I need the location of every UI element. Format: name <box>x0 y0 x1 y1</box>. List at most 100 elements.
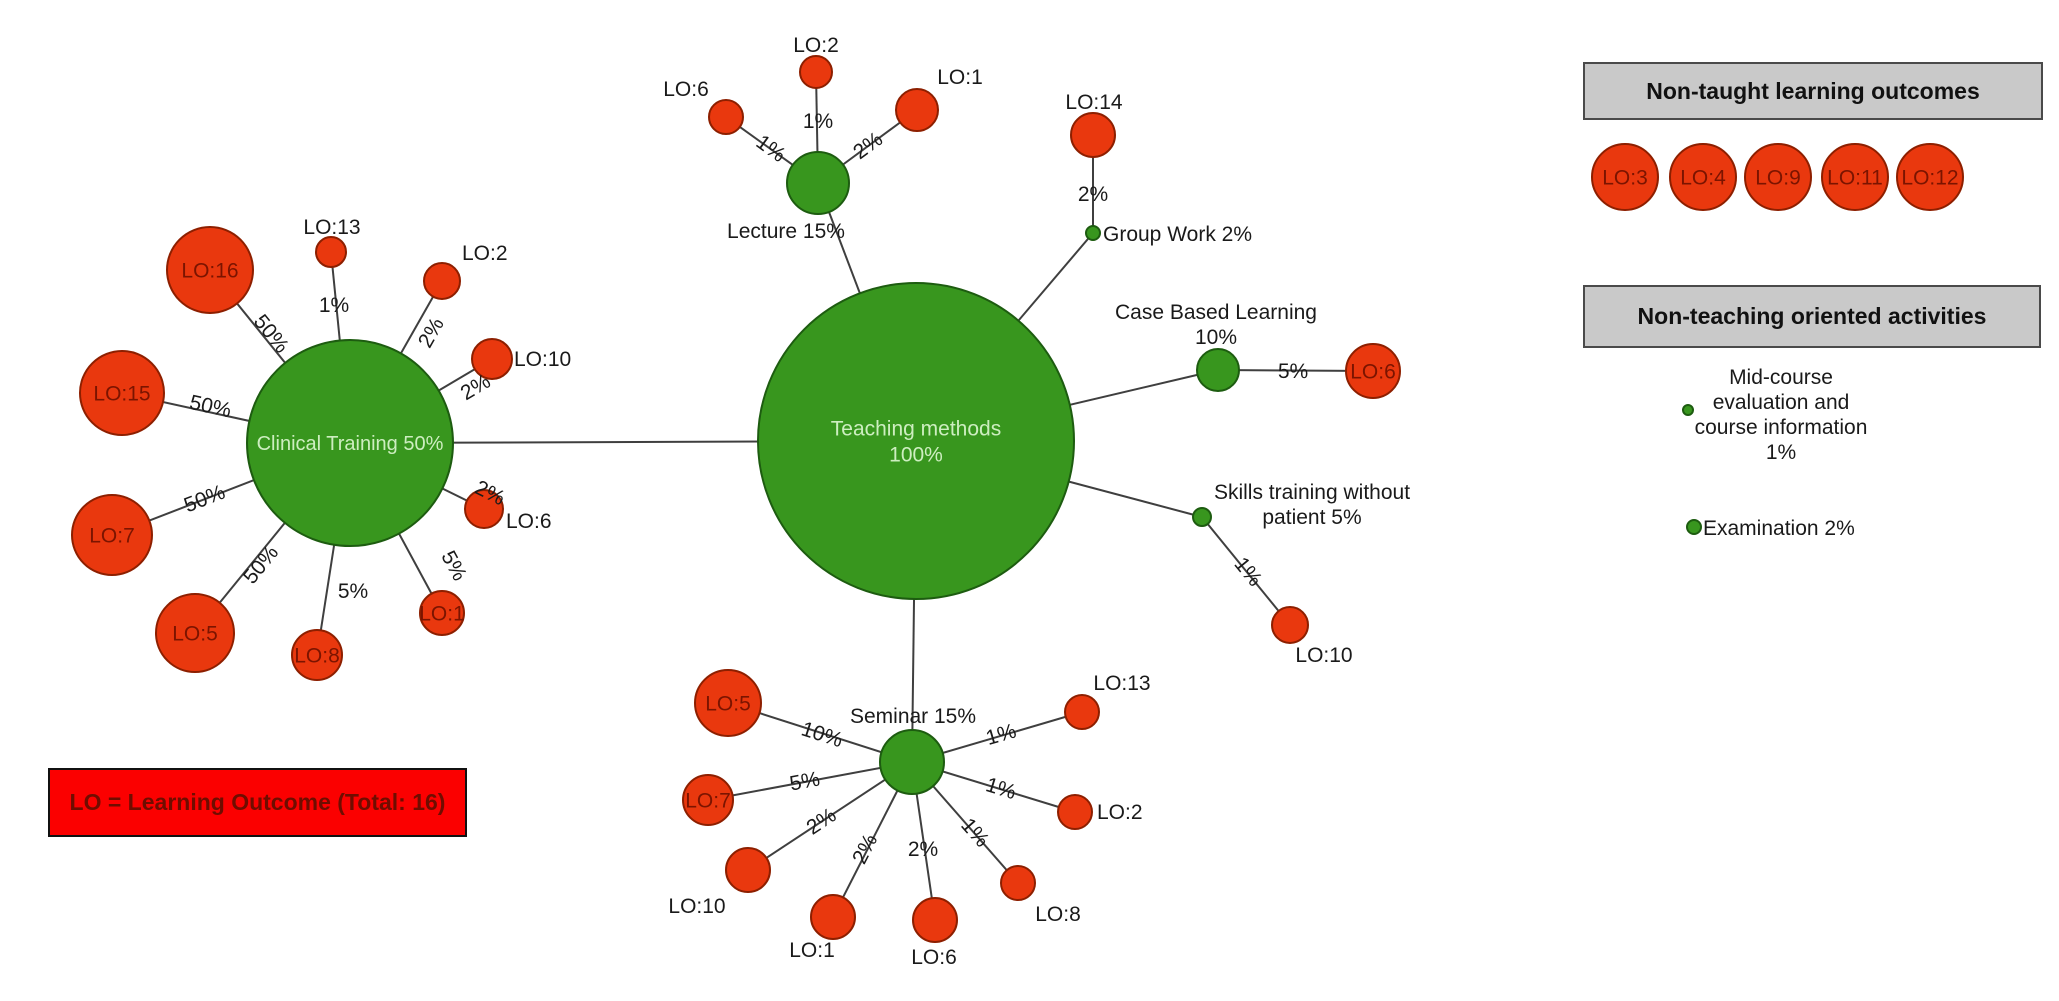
label-ct-lo7: LO:7 <box>89 524 135 547</box>
edge-label-lecture--lec-lo2: 1% <box>803 110 833 133</box>
label-gw-lo14: LO:14 <box>1065 91 1123 114</box>
label-sem-lo7: LO:7 <box>685 789 731 812</box>
label-ct-lo16: LO:16 <box>181 259 238 282</box>
node-ct-lo16 <box>166 226 254 314</box>
edge-label-seminar--sem-lo1: 2% <box>848 830 882 867</box>
edge-label-case-based-learning--cb-lo6: 5% <box>1278 360 1309 383</box>
label-lec-lo2: LO:2 <box>793 34 839 57</box>
label-skills-training: Skills training without patient 5% <box>1214 481 1410 529</box>
label-ct-lo1: LO:1 <box>419 602 465 625</box>
edge-seminar--sem-lo7 <box>707 761 913 801</box>
label-nt-lo11: LO:11 <box>1827 166 1883 189</box>
edge-label-clinical-training--ct-lo1: 5% <box>436 547 471 585</box>
node-cb-lo6 <box>1345 343 1401 399</box>
node-ct-lo1 <box>419 590 465 636</box>
node-sem-lo5 <box>694 669 762 737</box>
node-examination <box>1686 519 1702 535</box>
label-ct-lo6: LO:6 <box>506 510 552 533</box>
label-ct-lo8: LO:8 <box>294 644 340 667</box>
node-lec-lo1 <box>895 88 939 132</box>
label-nt-lo12: LO:12 <box>1901 166 1958 189</box>
non-teaching-header-label: Non-teaching oriented activities <box>1637 303 1987 329</box>
label-group-work: Group Work 2% <box>1103 223 1252 246</box>
node-ct-lo15 <box>79 350 165 436</box>
label-sem-lo1: LO:1 <box>789 939 835 962</box>
label-sem-lo5: LO:5 <box>705 692 751 715</box>
node-nt-lo9 <box>1744 143 1812 211</box>
edge-label-group-work--gw-lo14: 2% <box>1078 183 1108 206</box>
label-nt-lo9: LO:9 <box>1755 166 1801 189</box>
label-nt-lo3: LO:3 <box>1602 166 1648 189</box>
node-sem-lo7 <box>682 774 734 826</box>
node-sem-lo10 <box>725 847 771 893</box>
label-ct-lo15: LO:15 <box>93 382 150 405</box>
legend-label: LO = Learning Outcome (Total: 16) <box>69 789 446 815</box>
node-ct-lo7 <box>71 494 153 576</box>
node-sem-lo1 <box>810 894 856 940</box>
label-sem-lo2: LO:2 <box>1097 801 1143 824</box>
node-skills-training <box>1192 507 1212 527</box>
edge-label-clinical-training--ct-lo13: 1% <box>319 294 349 317</box>
edge-label-seminar--sem-lo6: 2% <box>908 838 938 861</box>
non-taught-header-label: Non-taught learning outcomes <box>1646 77 1980 104</box>
edge-label-seminar--sem-lo2: 1% <box>983 773 1019 804</box>
node-ct-lo5 <box>155 593 235 673</box>
edge-label-seminar--sem-lo10: 2% <box>802 804 840 840</box>
node-ct-lo6 <box>464 489 504 529</box>
label-sem-lo10: LO:10 <box>668 895 725 918</box>
non-taught-header: Non-taught learning outcomes <box>1583 62 2043 120</box>
node-lec-lo6 <box>708 99 744 135</box>
label-ct-lo13: LO:13 <box>303 216 360 239</box>
node-nt-lo12 <box>1896 143 1964 211</box>
label-case-based-learning: Case Based Learning 10% <box>1115 301 1317 349</box>
node-sem-lo13 <box>1064 694 1100 730</box>
edge-label-lecture--lec-lo1: 2% <box>849 128 887 165</box>
label-ct-lo5: LO:5 <box>172 622 218 645</box>
node-clinical-training <box>246 339 454 547</box>
label-sem-lo8: LO:8 <box>1035 903 1081 926</box>
label-lec-lo1: LO:1 <box>937 66 983 89</box>
node-ct-lo2 <box>423 262 461 300</box>
node-case-based-learning <box>1196 348 1240 392</box>
edge-label-seminar--sem-lo7: 5% <box>788 768 822 796</box>
label-lecture: Lecture 15% <box>727 220 845 243</box>
node-nt-lo3 <box>1591 143 1659 211</box>
label-ct-lo2: LO:2 <box>462 242 508 265</box>
node-ct-lo8 <box>291 629 343 681</box>
edge-label-clinical-training--ct-lo8: 5% <box>338 580 368 603</box>
node-sem-lo8 <box>1000 865 1036 901</box>
node-ct-lo13 <box>315 236 347 268</box>
label-seminar: Seminar 15% <box>850 705 976 728</box>
node-seminar <box>879 729 945 795</box>
label-clinical-training: Clinical Training 50% <box>257 433 444 455</box>
node-ct-lo10 <box>471 338 513 380</box>
edge-label-clinical-training--ct-lo16: 50% <box>249 310 293 357</box>
edge-label-seminar--sem-lo5: 10% <box>798 717 845 752</box>
edge-label-clinical-training--ct-lo5: 50% <box>239 541 283 588</box>
node-nt-lo11 <box>1821 143 1889 211</box>
label-cb-lo6: LO:6 <box>1350 360 1396 383</box>
label-lec-lo6: LO:6 <box>663 78 709 101</box>
legend-box: LO = Learning Outcome (Total: 16) <box>48 768 467 837</box>
edge-label-clinical-training--ct-lo15: 50% <box>187 391 233 422</box>
node-gw-lo14 <box>1070 112 1116 158</box>
edge-skills-training--sk-lo10 <box>1201 516 1291 626</box>
edge-label-clinical-training--ct-lo7: 50% <box>181 481 228 518</box>
node-nt-lo4 <box>1669 143 1737 211</box>
label-sem-lo6: LO:6 <box>911 946 957 969</box>
label-ct-lo10: LO:10 <box>514 348 571 371</box>
label-examination: Examination 2% <box>1703 517 1855 540</box>
label-sem-lo13: LO:13 <box>1093 672 1150 695</box>
node-lecture <box>786 151 850 215</box>
node-teaching-methods <box>757 282 1075 600</box>
node-group-work <box>1085 225 1101 241</box>
edge-label-lecture--lec-lo6: 1% <box>752 131 790 167</box>
node-mid-course-evaluation <box>1682 404 1694 416</box>
label-mid-course-evaluation: Mid-course evaluation and course informati… <box>1695 366 1868 464</box>
node-sk-lo10 <box>1271 606 1309 644</box>
non-teaching-header: Non-teaching oriented activities <box>1583 285 2041 348</box>
edge-label-seminar--sem-lo13: 1% <box>983 719 1019 750</box>
label-nt-lo4: LO:4 <box>1680 166 1726 189</box>
